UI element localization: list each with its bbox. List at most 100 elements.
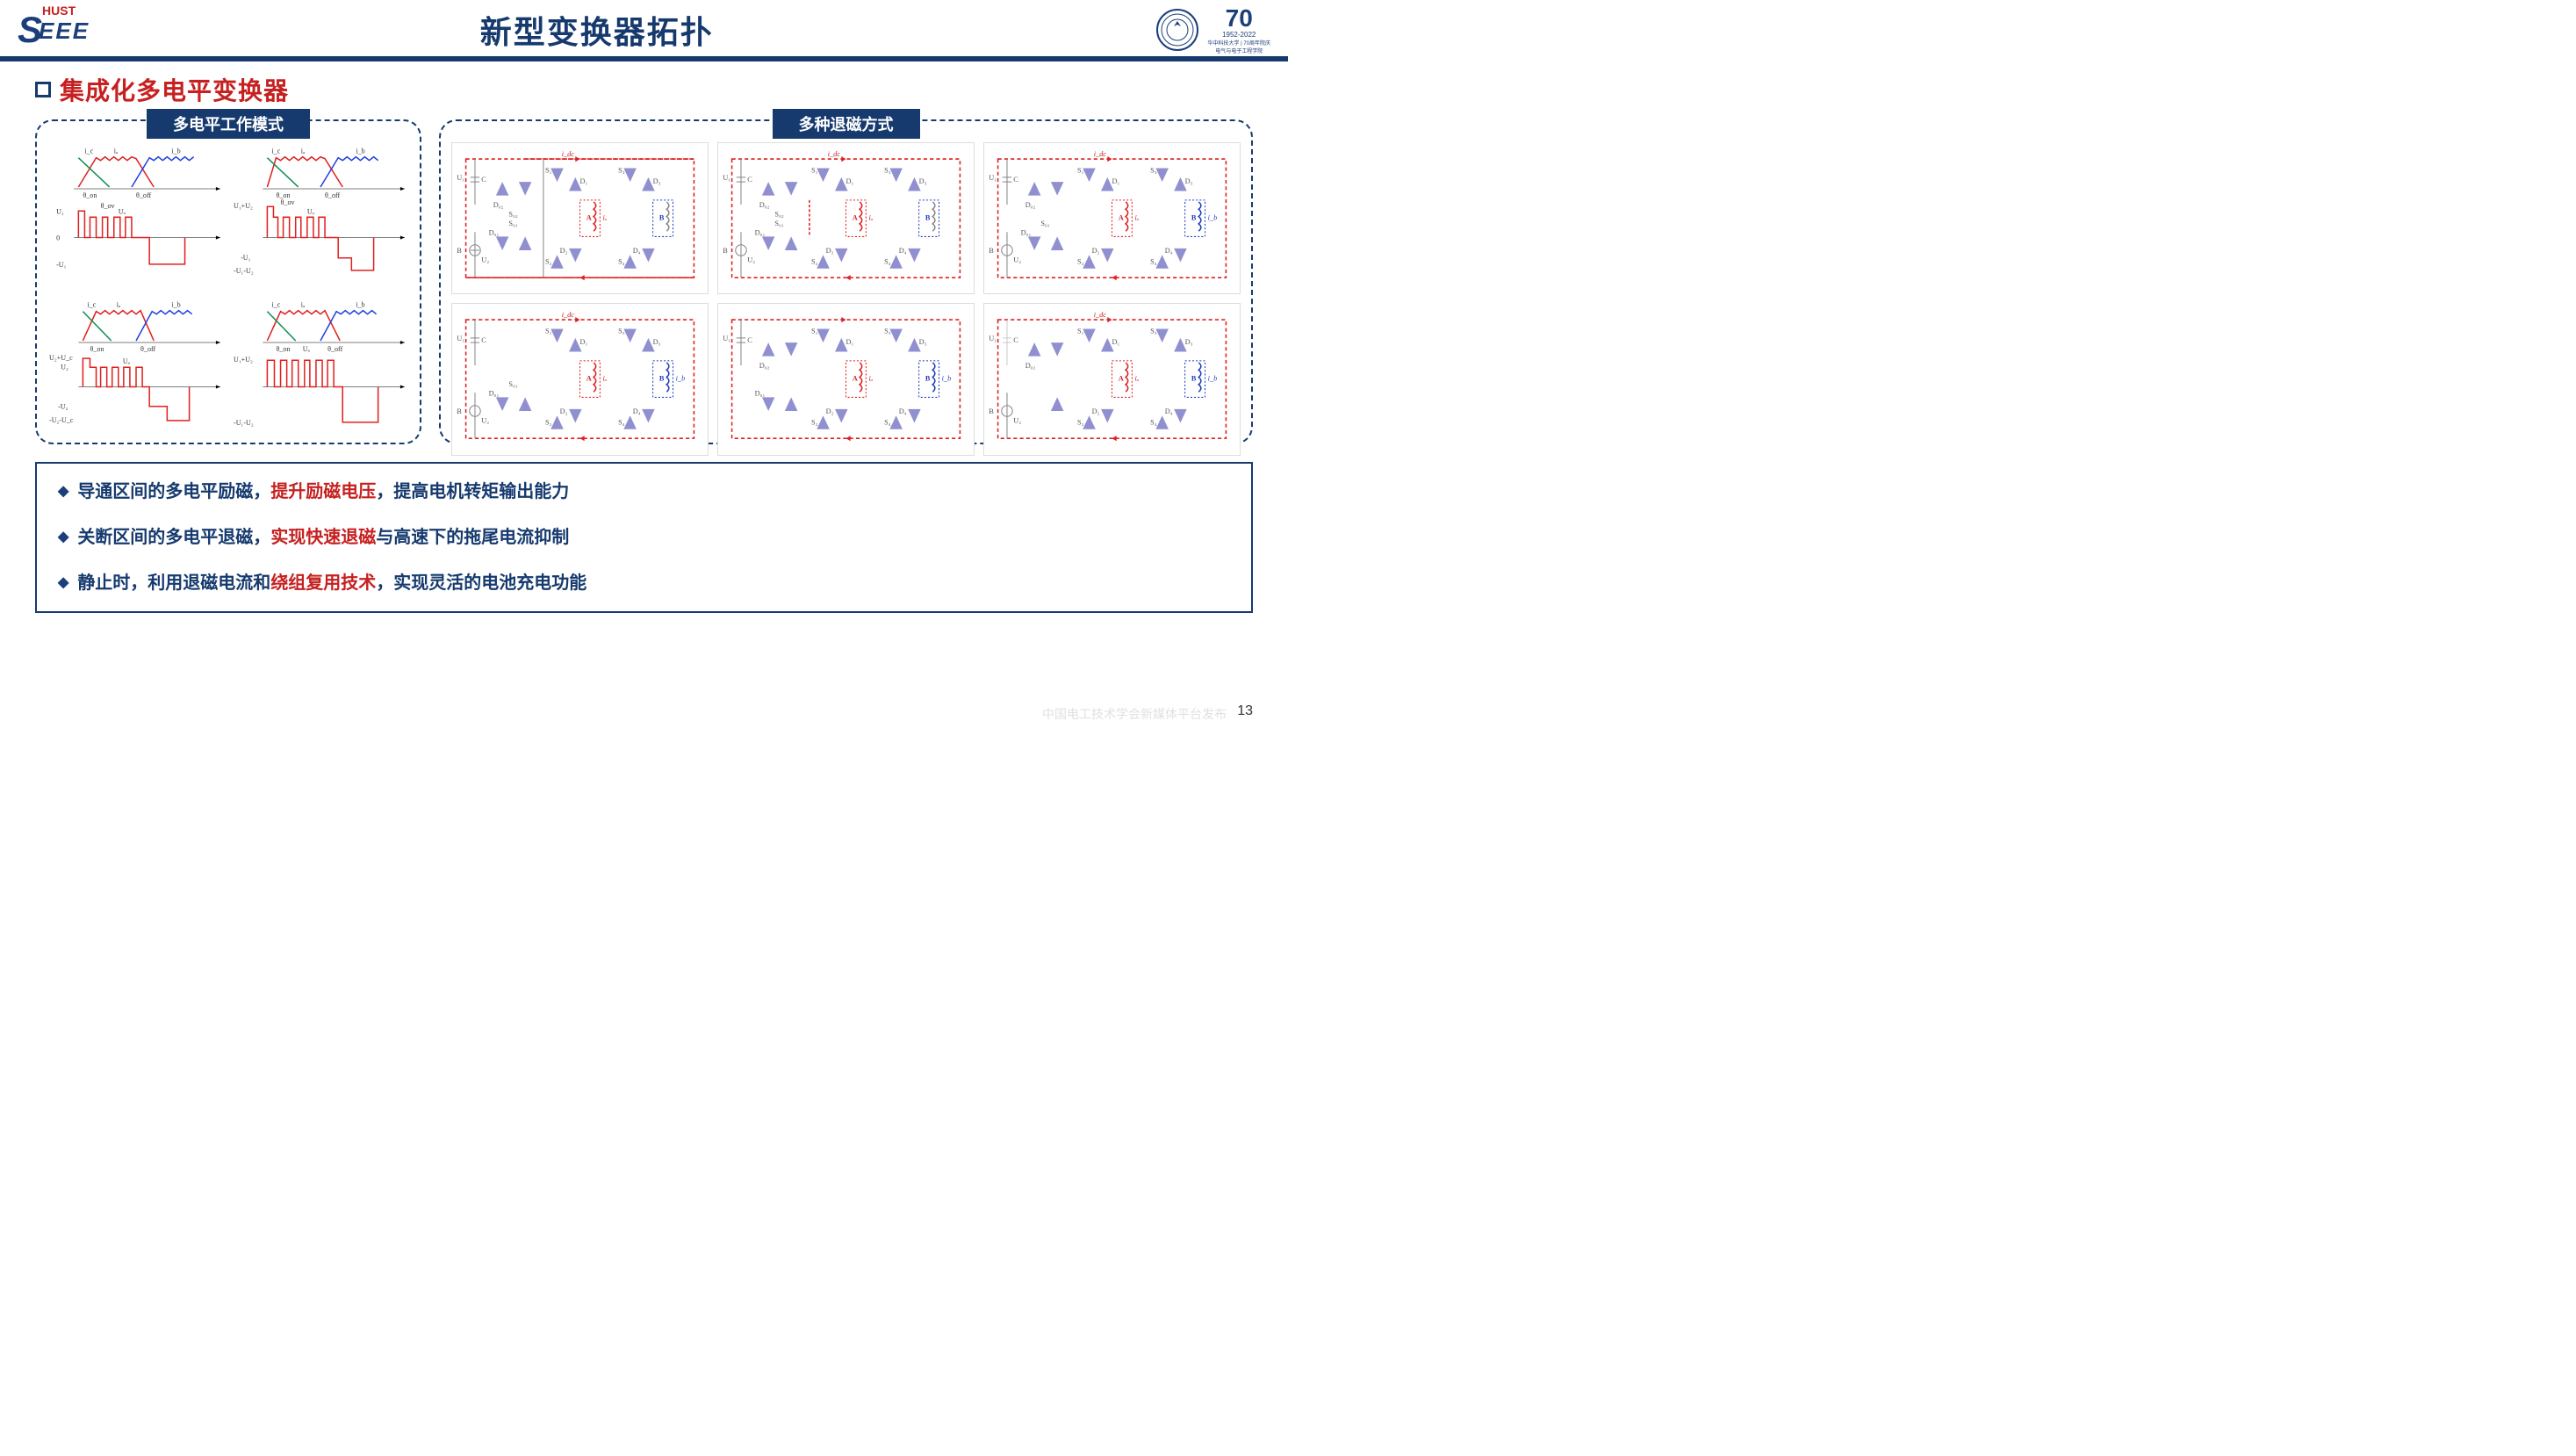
svg-text:D₂: D₂ xyxy=(560,407,568,415)
svg-text:D₀₂: D₀₂ xyxy=(759,201,770,209)
svg-text:S₀₂: S₀₂ xyxy=(774,211,784,219)
svg-text:U₁+U₂: U₁+U₂ xyxy=(234,356,253,364)
svg-text:C: C xyxy=(1013,176,1018,184)
svg-text:U₁: U₁ xyxy=(56,207,64,215)
svg-text:D₂: D₂ xyxy=(826,407,834,415)
section-title: 集成化多电平变换器 xyxy=(35,72,1253,107)
diamond-icon: ◆ xyxy=(58,573,68,593)
svg-text:S₃: S₃ xyxy=(1150,167,1157,175)
svg-text:U₂+U_c: U₂+U_c xyxy=(49,354,73,362)
svg-text:B: B xyxy=(1191,375,1197,383)
svg-text:U₂: U₂ xyxy=(61,363,68,371)
bullet-3: ◆ 静止时，利用退磁电流和绕组复用技术，实现灵活的电池充电功能 xyxy=(58,571,1230,595)
svg-text:iₐ: iₐ xyxy=(301,148,306,155)
svg-text:D₄: D₄ xyxy=(1165,247,1173,255)
watermark: 中国电工技术学会新媒体平台发布 xyxy=(1042,705,1227,723)
svg-text:B: B xyxy=(457,247,462,255)
anniv-number: 70 xyxy=(1226,6,1253,31)
svg-text:U₁: U₁ xyxy=(457,335,464,342)
svg-text:-U₁: -U₁ xyxy=(56,261,67,269)
svg-text:D₀₁: D₀₁ xyxy=(489,390,500,398)
svg-text:A: A xyxy=(853,375,858,383)
svg-text:D₁: D₁ xyxy=(1112,177,1120,185)
circuit-grid: i_dc U₁ C B U₂ D₀₂ D₀₁ S₀₁ S₀₂ S₁ D₁ xyxy=(451,142,1241,432)
svg-text:U₂: U₂ xyxy=(1013,417,1021,425)
anniversary-logo: 70 1952-2022 华中科技大学 | 70周年院庆 电气与电子工程学院 xyxy=(1207,6,1270,54)
svg-text:S₄: S₄ xyxy=(618,258,625,266)
svg-text:D₄: D₄ xyxy=(1165,407,1173,415)
svg-text:D₄: D₄ xyxy=(899,247,907,255)
svg-text:S₃: S₃ xyxy=(1150,328,1157,335)
svg-text:S₁: S₁ xyxy=(1077,328,1084,335)
svg-text:i_dc: i_dc xyxy=(1094,150,1107,158)
page-number: 13 xyxy=(1237,703,1253,719)
svg-text:A: A xyxy=(853,214,858,222)
svg-text:C: C xyxy=(481,336,486,344)
svg-text:D₁: D₁ xyxy=(846,338,854,346)
svg-text:S₄: S₄ xyxy=(884,419,891,427)
circuit-4: i_dc U₁C BU₂ D₀₁ S₀₁ S₁ D₁ D₂ S₂ A xyxy=(451,303,709,455)
svg-text:S₂: S₂ xyxy=(545,419,552,427)
bullet-2-pre: 关断区间的多电平退磁， xyxy=(77,528,270,547)
svg-text:i_b: i_b xyxy=(1208,214,1218,222)
svg-text:B: B xyxy=(457,407,462,415)
svg-text:S₂: S₂ xyxy=(811,419,818,427)
svg-text:i_b: i_b xyxy=(356,300,364,308)
slide-header: S HUST EEE 新型变换器拓扑 70 1952-2022 华中科技大学 |… xyxy=(0,0,1288,53)
svg-text:S₃: S₃ xyxy=(618,167,625,175)
svg-text:D₃: D₃ xyxy=(1185,338,1193,346)
svg-text:Uₐ: Uₐ xyxy=(123,357,131,365)
svg-text:U₂: U₂ xyxy=(481,417,489,425)
svg-text:i_dc: i_dc xyxy=(1094,311,1107,319)
svg-text:i_dc: i_dc xyxy=(562,150,575,158)
svg-text:-U₁: -U₁ xyxy=(241,254,251,262)
circuit-1: i_dc U₁C BU₂ D₀₂ D₀₁ S₀₁S₀₂ S₁ D₁ xyxy=(451,142,709,294)
svg-text:Uₐ: Uₐ xyxy=(303,345,311,353)
svg-text:iₐ: iₐ xyxy=(1134,214,1139,222)
bullet-1-pre: 导通区间的多电平励磁， xyxy=(77,482,270,501)
svg-text:D₁: D₁ xyxy=(846,177,854,185)
svg-text:S₀₁: S₀₁ xyxy=(508,380,518,388)
svg-text:B: B xyxy=(989,407,994,415)
svg-text:Uₐ: Uₐ xyxy=(307,207,315,215)
panel-waveforms: 多电平工作模式 i_c iₐ i_b θ_on θ_off xyxy=(35,119,421,444)
svg-text:-U₁-U₂: -U₁-U₂ xyxy=(234,267,254,275)
svg-text:iₐ: iₐ xyxy=(868,375,873,383)
diamond-icon: ◆ xyxy=(58,482,68,501)
svg-text:D₂: D₂ xyxy=(826,247,834,255)
anniv-sub1: 华中科技大学 | 70周年院庆 xyxy=(1207,39,1270,47)
svg-text:Uₐ: Uₐ xyxy=(119,207,126,215)
bullet-2-post: 与高速下的拖尾电流抑制 xyxy=(376,528,569,547)
bullet-square-icon xyxy=(35,82,51,97)
svg-text:-U₂: -U₂ xyxy=(58,402,68,410)
svg-text:C: C xyxy=(481,176,486,184)
waveform-1: i_c iₐ i_b θ_on θ_off U₁ θ_ov Uₐ 0 -U₁ xyxy=(47,142,225,289)
svg-text:D₃: D₃ xyxy=(653,177,661,185)
bullet-3-highlight: 绕组复用技术 xyxy=(270,573,376,593)
svg-text:U₁: U₁ xyxy=(723,174,730,182)
svg-text:S₂: S₂ xyxy=(1077,258,1084,266)
svg-text:θ_ov: θ_ov xyxy=(281,198,296,206)
svg-text:D₁: D₁ xyxy=(580,338,588,346)
diamond-icon: ◆ xyxy=(58,528,68,547)
waveform-3: i_c iₐ i_b θ_on θ_off U₂+U_c U₂ Uₐ -U₂ -… xyxy=(47,296,225,443)
svg-text:iₐ: iₐ xyxy=(602,375,607,383)
anniv-sub2: 电气与电子工程学院 xyxy=(1215,47,1263,54)
svg-text:S₀₁: S₀₁ xyxy=(508,220,518,227)
bullet-1-highlight: 提升励磁电压 xyxy=(270,482,376,501)
panel-circuits: 多种退磁方式 i_dc U₁C BU₂ D₀₂ D₀₁ xyxy=(439,119,1253,444)
svg-text:iₐ: iₐ xyxy=(114,148,119,155)
svg-text:i_c: i_c xyxy=(84,148,93,155)
svg-text:U₁: U₁ xyxy=(723,335,730,342)
svg-text:C: C xyxy=(747,176,752,184)
svg-text:U₁: U₁ xyxy=(457,174,464,182)
svg-text:D₀₂: D₀₂ xyxy=(759,362,770,370)
svg-text:iₐ: iₐ xyxy=(602,214,607,222)
svg-text:C: C xyxy=(1013,336,1018,344)
svg-text:D₀₁: D₀₁ xyxy=(755,228,766,236)
svg-text:i_b: i_b xyxy=(676,375,686,383)
bullet-2-highlight: 实现快速退磁 xyxy=(270,528,376,547)
bullet-2: ◆ 关断区间的多电平退磁，实现快速退磁与高速下的拖尾电流抑制 xyxy=(58,525,1230,550)
svg-text:-U₁-U₂: -U₁-U₂ xyxy=(234,419,254,427)
svg-text:S₄: S₄ xyxy=(884,258,891,266)
